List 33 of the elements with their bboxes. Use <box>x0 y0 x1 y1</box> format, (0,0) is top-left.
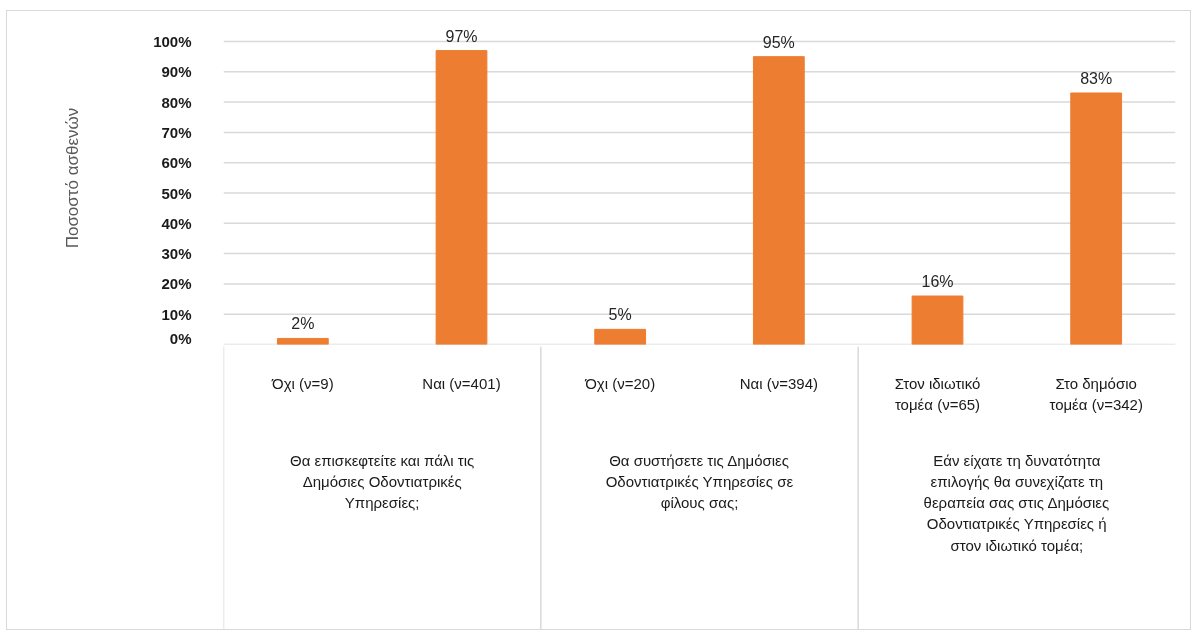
data-label: 5% <box>608 306 632 324</box>
y-tick-label: 30% <box>161 245 192 263</box>
data-label: 16% <box>921 273 954 291</box>
data-label: 95% <box>762 33 795 51</box>
data-label: 97% <box>445 27 478 45</box>
bar <box>276 337 329 345</box>
x-tick-label: Ναι (ν=394) <box>739 374 818 392</box>
bar <box>594 328 647 345</box>
y-tick-label: 80% <box>161 93 192 111</box>
text: Θα επισκεφτείτε και πάλι τις Δημόσιες Οδοντιατρικές Υπηρεσίες; <box>290 451 475 511</box>
text: Εάν είχατε τη δυνατότητα επιλογής θα συνεχίζατε τη θεραπεία σας στις Δημόσιες Οδοντιατρικές Υπηρεσίες ή στον ιδιωτικό τομέα; <box>923 451 1110 554</box>
x-tick-label: Ναι (ν=401) <box>422 374 501 392</box>
x-tick-label: Στο δημόσιο τομέα (ν=342) <box>1049 374 1143 413</box>
y-tick-label: 10% <box>161 305 192 323</box>
y-tick-label: 20% <box>161 275 192 293</box>
x-tick-label: Όχι (ν=9) <box>271 374 334 392</box>
x-tick-label: Όχι (ν=20) <box>584 374 656 392</box>
y-tick-label: 60% <box>161 154 192 172</box>
y-tick-label: 70% <box>161 123 192 141</box>
bar <box>911 295 964 345</box>
text: Θα συστήσετε τις Δημόσιες Οδοντιατρικές Υπηρεσίες σε φίλους σας; <box>605 451 794 511</box>
data-label: 2% <box>291 315 315 333</box>
x-tick-label: Στον ιδιωτικό τομέα (ν=65) <box>894 374 981 413</box>
y-tick-label: 50% <box>161 184 192 202</box>
bar <box>435 50 488 345</box>
data-label: 83% <box>1080 70 1113 88</box>
y-tick-label: 0% <box>169 329 192 347</box>
y-tick-label: 100% <box>153 33 192 50</box>
bar <box>1070 92 1123 345</box>
bar <box>752 56 805 345</box>
y-tick-label: 90% <box>161 63 192 81</box>
y-axis-title: Ποσοστό ασθενών <box>63 107 83 249</box>
y-tick-label: 40% <box>161 214 192 232</box>
